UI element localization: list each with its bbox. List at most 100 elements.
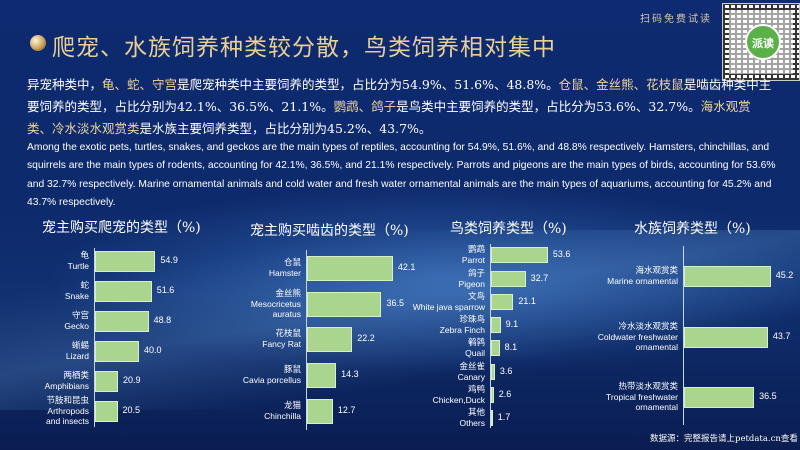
category-label-en: Hamster xyxy=(268,268,301,278)
value-label: 20.5 xyxy=(122,405,141,415)
highlight-text: 仓鼠、金丝熊、花枝鼠 xyxy=(558,77,684,92)
category-label-en: Snake xyxy=(64,291,89,301)
category-label: 两栖类 Amphibians xyxy=(45,371,89,391)
summary-text: 异宠种类中， xyxy=(27,77,103,92)
category-label-en: ornamental xyxy=(635,402,678,412)
value-label: 54.9 xyxy=(160,255,178,265)
bar xyxy=(307,326,353,352)
category-label: 蛇 Snake xyxy=(65,281,89,301)
value-label: 9.1 xyxy=(505,319,519,329)
page-title: 爬宠、水族饲养种类较分散，鸟类饲养相对集中 xyxy=(52,35,556,61)
value-label: 1.7 xyxy=(497,412,511,422)
chart-title: 鸟类饲养类型（%) xyxy=(450,221,567,237)
qr-logo: 派读 xyxy=(745,24,781,60)
category-label-zh: 守宫 xyxy=(71,311,89,321)
category-label: 文鸟 White java sparrow xyxy=(413,292,485,312)
chart-axis xyxy=(683,246,684,425)
category-label-zh: 鸡鸭 xyxy=(467,385,485,395)
category-label: 节肢和昆虫 Arthropods and insects xyxy=(46,396,89,426)
value-label: 20.9 xyxy=(122,375,141,385)
category-label-en: Lizard xyxy=(65,351,89,361)
category-label-zh: 冷水淡水观赏类 xyxy=(618,322,678,332)
bar xyxy=(95,250,156,272)
bar xyxy=(491,317,501,333)
chart-title: 水族饲养类型（%) xyxy=(634,221,751,237)
category-label-zh: 文鸟 xyxy=(467,292,485,302)
value-label: 48.8 xyxy=(153,315,172,325)
category-label-zh: 蜥蜴 xyxy=(71,341,89,351)
category-label-zh: 鹌鹑 xyxy=(467,338,485,348)
category-label: 其他 Others xyxy=(459,408,485,428)
category-label-en: Canary xyxy=(457,372,485,382)
bar xyxy=(95,310,149,332)
data-source: 数据源：完整报告请上petdata.cn查看 xyxy=(650,434,798,444)
qr-code[interactable]: 派读 xyxy=(722,3,800,81)
category-label: 金丝雀 Canary xyxy=(458,362,485,382)
category-label-en: White java sparrow xyxy=(412,302,485,312)
category-label-en: auratus xyxy=(272,309,301,319)
value-label: 8.1 xyxy=(504,342,518,352)
category-label-zh: 蛇 xyxy=(80,281,89,291)
bar xyxy=(684,265,771,287)
category-label-zh: 龙猫 xyxy=(283,401,301,411)
category-label-zh: 金丝熊 xyxy=(275,289,301,299)
category-label-en: Coldwater freshwater xyxy=(597,332,678,342)
chart-title: 宠主购买爬宠的类型（%) xyxy=(42,220,201,236)
value-label: 22.2 xyxy=(357,333,375,343)
bar xyxy=(491,410,493,426)
category-label-zh: 金丝雀 xyxy=(459,362,485,372)
bar xyxy=(95,400,118,422)
category-label-en: Turtle xyxy=(67,261,89,271)
category-label-zh: 豚鼠 xyxy=(283,365,301,375)
scan-free-read-label: 扫码免费试读 xyxy=(640,14,712,25)
value-label: 42.1 xyxy=(397,262,416,272)
category-label-en: Parrot xyxy=(461,255,485,265)
bar xyxy=(307,255,393,281)
value-label: 3.6 xyxy=(499,366,513,376)
category-label-zh: 花枝鼠 xyxy=(275,329,301,339)
chart-axis xyxy=(490,244,491,428)
summary-text: 是水族主要饲养类型，占比分别为45.2%、43.7%。 xyxy=(139,121,432,136)
category-label-zh: 龟 xyxy=(80,251,89,261)
chart-axis xyxy=(306,250,307,430)
category-label: 海水观赏类 Marine ornamental xyxy=(607,266,678,286)
title-bullet-icon xyxy=(30,35,46,51)
category-label: 鸽子 Pigeon xyxy=(459,269,485,289)
category-label-en: Cavia porcellus xyxy=(242,375,301,385)
summary-text: 是啮齿种类中主要饲养的类型，占比分别为42.1%、36.5%、21.1%。 xyxy=(27,77,772,114)
category-label-en: Fancy Rat xyxy=(262,339,301,349)
category-label: 龟 Turtle xyxy=(68,251,89,271)
bar xyxy=(95,370,118,392)
category-label: 花枝鼠 Fancy Rat xyxy=(262,329,301,349)
category-label-en: Gecko xyxy=(64,321,89,331)
category-label-en: Chicken,Duck xyxy=(432,395,485,405)
bar xyxy=(307,362,337,388)
category-label: 豚鼠 Cavia porcellus xyxy=(243,365,301,385)
bar xyxy=(95,280,152,302)
category-label: 仓鼠 Hamster xyxy=(269,258,301,278)
category-label: 鹌鹑 Quail xyxy=(465,338,485,358)
highlight-text: 龟、蛇、守宫 xyxy=(102,77,178,92)
category-label-en: and insects xyxy=(46,416,89,426)
bar xyxy=(491,364,495,380)
highlight-text: 鹦鹉、鸽子 xyxy=(333,99,397,114)
category-label: 热带淡水观赏类 Tropical freshwater ornamental xyxy=(606,382,678,412)
value-label: 43.7 xyxy=(772,331,791,341)
category-label-en: Quail xyxy=(465,348,485,358)
chart-axis xyxy=(94,248,95,427)
chart-title: 宠主购买啮齿的类型（%) xyxy=(250,223,409,239)
summary-text: 是爬宠种类中主要饲养的类型，占比分为54.9%、51.6%、48.8%。 xyxy=(177,77,559,92)
bar xyxy=(684,386,755,408)
value-label: 51.6 xyxy=(156,285,175,295)
value-label: 12.7 xyxy=(337,405,356,415)
category-label-zh: 珍珠鸟 xyxy=(459,315,485,325)
value-label: 32.7 xyxy=(530,273,549,283)
value-label: 36.5 xyxy=(759,391,777,401)
bar xyxy=(491,340,500,356)
bar xyxy=(684,326,768,348)
summary-text: 是鸟类中主要饲养的类型，占比分为53.6%、32.7%。 xyxy=(396,99,701,114)
category-label: 珍珠鸟 Zebra Finch xyxy=(440,315,485,335)
value-label: 36.5 xyxy=(386,298,404,308)
category-label-en: ornamental xyxy=(635,342,678,352)
value-label: 21.1 xyxy=(518,296,536,306)
